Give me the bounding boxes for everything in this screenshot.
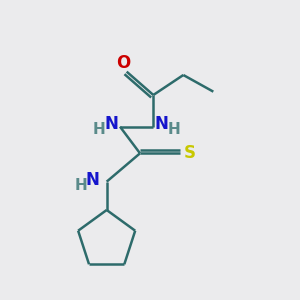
Text: H: H bbox=[74, 178, 87, 193]
Text: O: O bbox=[116, 54, 130, 72]
Text: H: H bbox=[168, 122, 180, 137]
Text: N: N bbox=[105, 115, 118, 133]
Text: N: N bbox=[86, 171, 100, 189]
Text: N: N bbox=[155, 115, 169, 133]
Text: H: H bbox=[93, 122, 106, 137]
Text: S: S bbox=[183, 144, 195, 162]
